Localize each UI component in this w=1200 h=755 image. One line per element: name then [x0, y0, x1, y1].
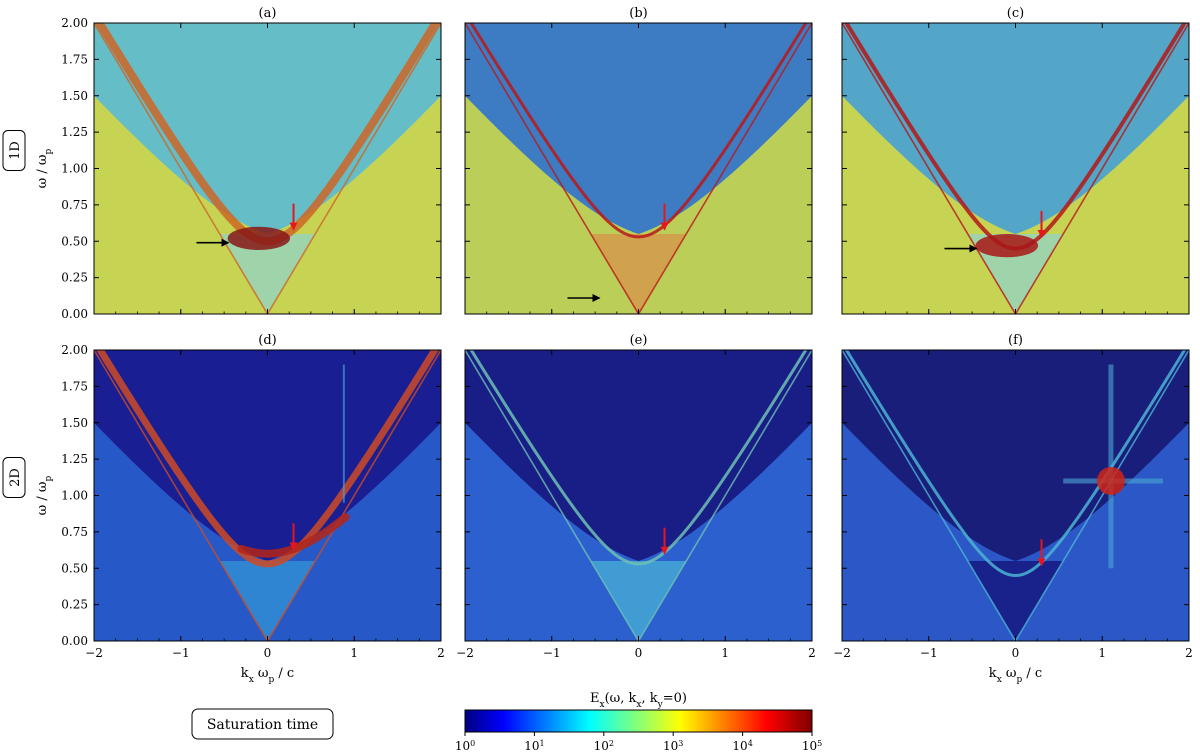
row-tag-1d: 1D	[2, 130, 26, 171]
x-tick-label: −2	[85, 646, 103, 660]
x-tick-label: 1	[721, 646, 729, 660]
heatmap-c	[842, 23, 1189, 314]
x-tick-label: −1	[543, 646, 561, 660]
legend-frame	[191, 708, 334, 740]
x-tick-label: 2	[1185, 646, 1193, 660]
colorbar-gradient	[464, 709, 813, 733]
y-tick-label: 0.00	[61, 634, 88, 648]
y-tick-label: 0.75	[61, 198, 88, 212]
y-tick-label: 1.00	[61, 162, 88, 176]
x-tick-label: 1	[350, 646, 358, 660]
row-tag-box	[2, 130, 26, 171]
y-tick-label: 1.50	[61, 416, 88, 430]
y-tick-label: 1.75	[61, 379, 88, 393]
x-tick-label: 2	[808, 646, 816, 660]
panel-e: (e) −2 −1 0 1 2	[456, 333, 816, 660]
saturation-time-box: Saturation time	[191, 708, 334, 740]
panel-title: (c)	[1007, 6, 1024, 21]
noise-texture	[465, 350, 812, 641]
x-tick-label: −1	[172, 646, 190, 660]
y-tick-label: 2.00	[61, 16, 88, 30]
panels-group: (a) 0.00 0.25 0.50 0.75 1.00 1.25 1.50 1.75 2.00 ω…	[35, 6, 1193, 685]
x-tick-label: −2	[833, 646, 851, 660]
x-tick-label: 0	[264, 646, 272, 660]
colorbar: Ex(ω, kx, ky=0) 100 101 102 103 104 105 Saturat…	[191, 691, 822, 754]
legend-label: Saturation time	[207, 717, 318, 733]
heatmap-b	[465, 23, 812, 314]
y-tick-label: 0.50	[61, 561, 88, 575]
x-tick-label: 0	[1012, 646, 1020, 660]
colorbar-tick-label: 102	[594, 739, 614, 754]
x-tick-label: −2	[456, 646, 474, 660]
noise-texture	[842, 350, 1189, 641]
heatmap-d	[94, 350, 441, 641]
colorbar-label: Ex(ω, kx, ky=0)	[590, 691, 687, 710]
y-axis-label: ω / ωp	[35, 148, 54, 188]
y-tick-label: 0.75	[61, 525, 88, 539]
row-tags: 1D 2D	[2, 130, 26, 498]
y-tick-label: 0.00	[61, 307, 88, 321]
noise-texture	[94, 23, 441, 314]
x-axis-label: kx ωp / c	[989, 666, 1042, 685]
y-tick-label: 1.75	[61, 52, 88, 66]
y-tick-label: 0.25	[61, 598, 88, 612]
panel-title: (a)	[259, 6, 277, 21]
y-tick-label: 0.50	[61, 234, 88, 248]
colorbar-tick-label: 103	[663, 739, 683, 754]
x-tick-label: 0	[635, 646, 643, 660]
row-tag-box	[2, 457, 26, 498]
x-tick-label: 2	[437, 646, 445, 660]
colorbar-tick-label: 104	[732, 739, 752, 754]
heatmap-f	[842, 350, 1189, 641]
panel-c: (c)	[841, 6, 1190, 315]
x-tick-label: 1	[1098, 646, 1106, 660]
x-axis-label: kx ωp / c	[241, 666, 294, 685]
heatmap-a	[94, 23, 441, 314]
noise-texture	[465, 23, 812, 314]
colorbar-tick-label: 100	[455, 739, 475, 754]
x-tick-label: −1	[920, 646, 938, 660]
y-tick-label: 0.25	[61, 271, 88, 285]
noise-texture	[842, 23, 1189, 314]
panel-title: (b)	[629, 6, 647, 21]
panel-d: (d) 0.00 0.25 0.50 0.75 1.00 1.25 1.50 1.75 2.00 ω…	[35, 333, 445, 685]
y-tick-label: 1.00	[61, 489, 88, 503]
panel-f: (f) −2 −1 0 1 2 kx ωp / c	[833, 333, 1193, 685]
panel-a: (a) 0.00 0.25 0.50 0.75 1.00 1.25 1.50 1.75 2.00 ω…	[35, 6, 442, 321]
heatmap-e	[465, 350, 812, 641]
colorbar-tick-label: 105	[802, 739, 822, 754]
panel-title: (d)	[258, 333, 276, 348]
y-tick-label: 1.25	[61, 125, 88, 139]
y-tick-label: 2.00	[61, 343, 88, 357]
y-axis-label: ω / ωp	[35, 475, 54, 515]
row-tag-label: 2D	[8, 468, 23, 487]
row-tag-2d: 2D	[2, 457, 26, 498]
noise-texture	[94, 350, 441, 641]
panel-title: (e)	[630, 333, 648, 348]
y-tick-label: 1.25	[61, 452, 88, 466]
colorbar-tick-label: 101	[524, 739, 544, 754]
panel-b: (b)	[464, 6, 813, 315]
row-tag-label: 1D	[8, 141, 23, 160]
y-tick-label: 1.50	[61, 89, 88, 103]
panel-title: (f)	[1008, 333, 1023, 348]
